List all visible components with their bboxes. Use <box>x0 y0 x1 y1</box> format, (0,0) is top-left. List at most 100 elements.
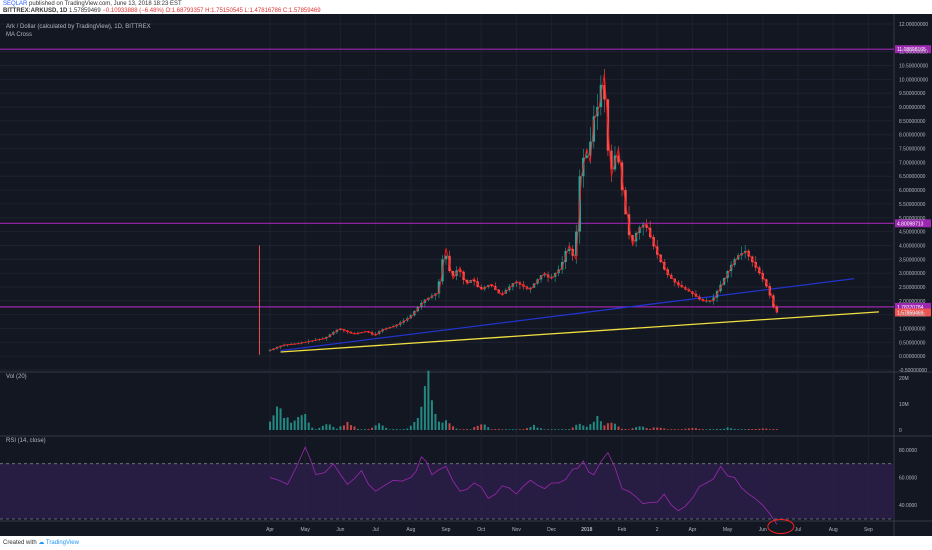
candle-body <box>592 116 596 142</box>
chart-title: Ark / Dollar (calculated by TradingView)… <box>6 24 151 30</box>
volume-bar <box>652 427 655 430</box>
volume-bar <box>504 429 507 430</box>
volume-bar <box>452 426 455 430</box>
volume-bar <box>550 429 553 430</box>
time-tick-label: Sep <box>864 527 873 533</box>
volume-bar <box>508 429 511 430</box>
volume-bar <box>564 429 567 430</box>
volume-bar <box>494 429 497 430</box>
volume-bar <box>406 428 409 430</box>
candle-body <box>451 271 455 276</box>
last-price: 1.57859469 <box>69 8 101 14</box>
volume-bar <box>705 429 708 430</box>
volume-bar <box>367 429 370 430</box>
volume-bar <box>635 427 638 430</box>
volume-bar <box>385 427 388 430</box>
candle-body <box>645 224 648 228</box>
volume-bar <box>360 429 363 430</box>
time-tick-label: Nov <box>512 527 521 533</box>
volume-bar <box>378 423 381 430</box>
time-tick-label: Sep <box>442 527 451 533</box>
chart-header: SEQLAR published on TradingView.com, Jun… <box>0 0 932 14</box>
price-tick-label: 3.50000000 <box>899 257 926 263</box>
volume-bar <box>730 428 733 430</box>
trendlines <box>280 278 880 353</box>
volume-bar <box>624 429 627 430</box>
volume-bar <box>659 427 662 430</box>
level-label-box <box>895 45 931 54</box>
volume-bar <box>402 429 405 430</box>
price-tick-label: 8.00000000 <box>899 133 926 139</box>
publisher-name[interactable]: SEQLAR <box>3 1 28 7</box>
created-with-text: Created with <box>3 540 37 546</box>
price-tick-label: 11.00000000 <box>899 50 928 56</box>
volume-bar <box>469 429 472 430</box>
candle-body <box>501 293 504 295</box>
volume-bar <box>357 428 359 430</box>
price-tick-label: 5.50000000 <box>899 202 926 208</box>
volume-bar <box>543 429 546 430</box>
candle-body <box>490 285 493 287</box>
price-tick-label: 10.00000000 <box>899 77 928 83</box>
volume-bar <box>536 427 539 430</box>
volume-bar <box>290 422 293 430</box>
volume-bar <box>533 424 535 430</box>
volume-bar <box>768 429 771 430</box>
volume-bar <box>332 426 335 430</box>
symbol: BITTREX:ARKUSD, 1D <box>3 8 68 14</box>
volume-bar <box>617 426 620 430</box>
volume-bar <box>473 427 476 430</box>
price-tick-label: 5.00000000 <box>899 216 926 222</box>
level-label: 11.08898165 <box>897 47 926 53</box>
volume-bar <box>307 422 310 430</box>
volume-bar <box>445 420 447 430</box>
volume-bar <box>554 429 557 430</box>
indicator-label[interactable]: MA Cross <box>6 32 32 38</box>
level-label: 4.80098713 <box>897 221 924 227</box>
level-label: 1.78370784 <box>897 305 924 311</box>
price-axis[interactable]: 12.00000000 11.00000000 10.50000000 10.0000… <box>899 22 928 509</box>
time-tick-label: Dec <box>547 527 556 533</box>
trading-chart[interactable]: Ark / Dollar (calculated by TradingView)… <box>0 14 932 536</box>
candle-body <box>560 262 564 270</box>
volume-bar <box>592 421 595 430</box>
time-tick-label: Jul <box>372 527 378 533</box>
price-tick-label: 1.00000000 <box>899 326 926 332</box>
volume-bar <box>466 429 469 430</box>
volume-bar <box>311 427 314 430</box>
volume-bar <box>423 386 426 430</box>
rsi-tick-label: 60.0000 <box>899 476 917 482</box>
price-tick-label: 3.00000000 <box>899 271 926 277</box>
candle-body <box>437 281 441 294</box>
volume-bar <box>571 427 574 430</box>
volume-bar <box>610 422 613 430</box>
volume-bar <box>656 427 659 430</box>
volume-bar <box>709 429 711 430</box>
rsi-tick-label: 40.0000 <box>899 503 917 509</box>
volume-bar <box>314 429 317 430</box>
price-tick-label: 1.50000000 <box>899 313 926 319</box>
volume-bar <box>480 424 483 430</box>
level-label-box <box>895 219 931 228</box>
chart-background <box>0 14 932 536</box>
publish-line: SEQLAR published on TradingView.com, Jun… <box>3 1 182 7</box>
volume-bar <box>339 426 342 430</box>
candle-body <box>701 299 705 301</box>
volume-bar <box>726 427 729 430</box>
volume-bar <box>568 429 571 430</box>
volume-bar <box>719 428 722 430</box>
volume-bar <box>371 427 374 430</box>
time-tick-label: 2 <box>656 527 659 533</box>
rsi-label[interactable]: RSI (14, close) <box>6 438 46 444</box>
rsi-tick-label: 80.0000 <box>899 448 917 454</box>
volume-label[interactable]: Vol (20) <box>6 374 27 380</box>
volume-bar <box>670 429 673 430</box>
level-label-box <box>895 302 931 311</box>
candle-body <box>568 248 571 251</box>
volume-bar <box>437 421 440 430</box>
volume-bar <box>392 429 395 430</box>
time-axis[interactable]: Apr May Jun Jul Aug Sep Oct Nov Dec 2018 Feb 2 Apr Ma… <box>266 527 873 533</box>
tradingview-brand[interactable]: TradingView <box>45 540 79 546</box>
volume-bar <box>723 428 726 430</box>
rsi-line <box>269 446 778 525</box>
